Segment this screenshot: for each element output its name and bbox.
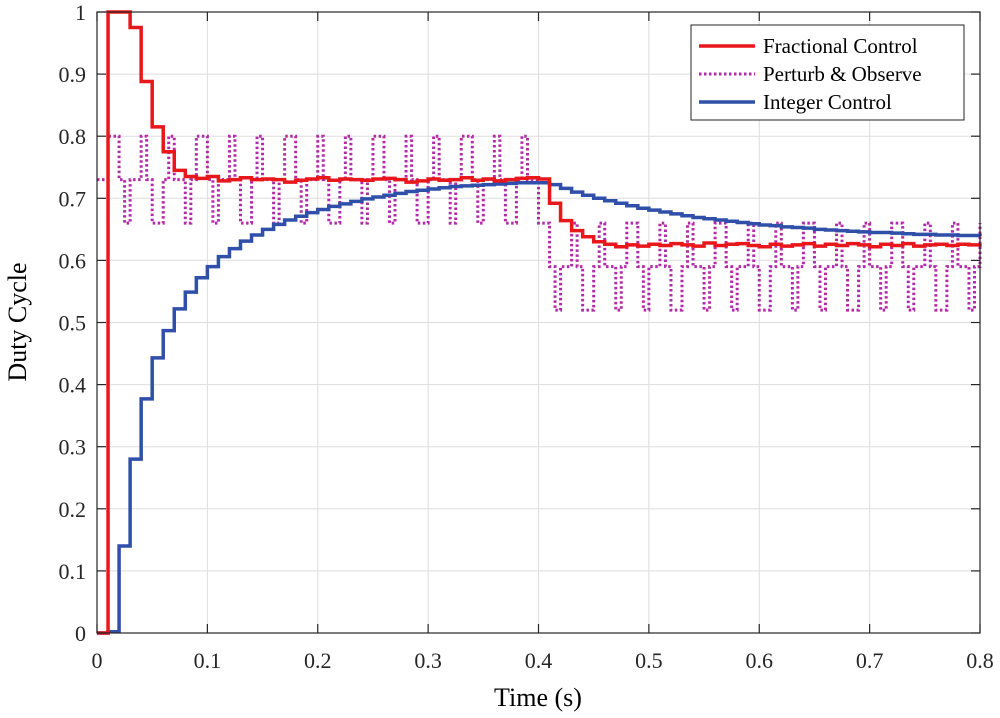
legend-label: Perturb & Observe [763,62,922,86]
x-tick-label: 0.3 [414,648,442,673]
x-tick-labels: 0 0.1 0.2 0.3 0.4 0.5 0.6 0.7 0.8 [92,648,994,673]
y-axis-label: Duty Cycle [3,262,32,381]
y-tick-label: 0.4 [59,373,87,398]
series-line-fractional-control [97,10,982,635]
x-tick-label: 0.7 [856,648,884,673]
y-tick-labels: 0 0.1 0.2 0.3 0.4 0.5 0.6 0.7 0.8 0.9 1 [59,0,87,646]
legend-label: Fractional Control [763,34,918,58]
y-tick-label: 0 [75,621,86,646]
x-tick-label: 0.4 [525,648,553,673]
x-tick-label: 0.2 [304,648,332,673]
y-tick-label: 0.6 [59,248,87,273]
x-tick-label: 0 [92,648,103,673]
x-tick-label: 0.5 [635,648,663,673]
y-tick-label: 0.1 [59,559,87,584]
legend-label: Integer Control [763,90,892,114]
x-tick-label: 0.1 [194,648,222,673]
x-tick-label: 0.6 [746,648,774,673]
series-line-perturb-observe [97,134,982,312]
y-tick-label: 0.9 [59,62,87,87]
y-tick-label: 0.2 [59,497,87,522]
x-tick-label: 0.8 [966,648,994,673]
y-tick-label: 0.7 [59,186,87,211]
tick-marks [96,11,981,634]
y-tick-label: 0.3 [59,435,87,460]
y-tick-label: 0.5 [59,311,87,336]
legend: Fractional Control Perturb & Observe Integ… [690,24,965,121]
y-tick-label: 0.8 [59,124,87,149]
series-line-integer-control [97,181,982,635]
y-tick-label: 1 [75,0,86,25]
x-axis-label: Time (s) [494,683,582,712]
series-lines [97,10,982,635]
